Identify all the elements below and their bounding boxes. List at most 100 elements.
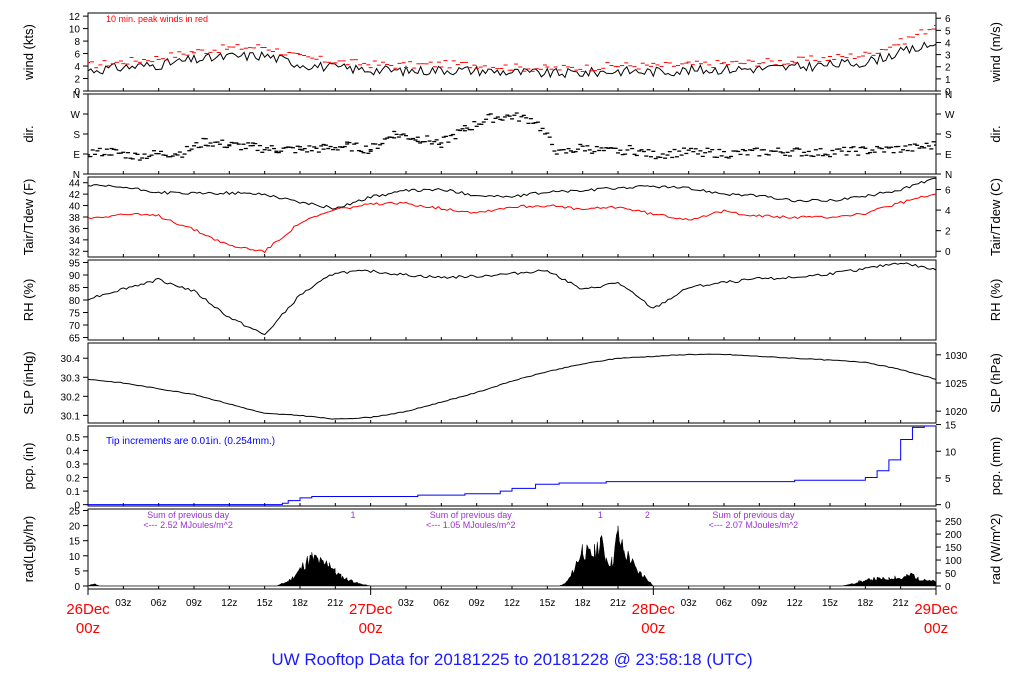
precip-ytick-right-label: 0 (945, 501, 951, 512)
pressure-ytick-label: 30.4 (61, 354, 81, 365)
wind-ytick-label: 10 (69, 25, 81, 36)
pressure-ytick-label: 30.2 (61, 392, 81, 403)
radiation-ytick-label: 5 (74, 567, 80, 578)
x-hour-label: 12z (787, 598, 803, 609)
temperature-air_temp-line (88, 177, 936, 210)
wind-ytick-right-label: 6 (945, 14, 951, 25)
x-day-label: 26Dec (66, 601, 110, 618)
wind-ytick-label: 6 (74, 50, 80, 61)
direction-ylabel: dir. (21, 125, 36, 142)
x-hour-label: 09z (751, 598, 767, 609)
x-hour-label: 21z (610, 598, 626, 609)
radiation-annotation: <--- 2.07 MJoules/m^2 (709, 520, 799, 530)
x-hour-label: 12z (504, 598, 520, 609)
temperature-ytick-right-label: 0 (945, 247, 951, 258)
precip-ylabel-right: pcp. (mm) (988, 437, 1003, 496)
direction-ytick-right-label: S (945, 130, 952, 141)
radiation-ytick-right-label: 0 (945, 582, 951, 593)
pressure-ytick-label: 30.1 (61, 411, 81, 422)
x-hour-label: 06z (151, 598, 167, 609)
radiation-annotation: 1 (598, 510, 603, 520)
wind-ytick-label: 12 (69, 12, 81, 23)
temperature-ylabel: Tair/Tdew (F) (21, 179, 36, 256)
wind-ylabel: wind (kts) (21, 24, 36, 81)
wind-ytick-right-label: 2 (945, 63, 951, 74)
x-hour-label: 21z (327, 598, 343, 609)
wind-ylabel-right: wind (m/s) (988, 22, 1003, 83)
precip-ytick-right-label: 5 (945, 474, 951, 485)
precip-ytick-label: 0.2 (66, 474, 80, 485)
direction-ytick-label: S (73, 130, 80, 141)
humidity-ytick-label: 85 (69, 284, 81, 295)
x-hour-label: 18z (292, 598, 308, 609)
temperature-ytick-right-label: 2 (945, 227, 951, 238)
direction-ytick-label: N (73, 170, 80, 181)
pressure-ytick-right-label: 1025 (945, 379, 968, 390)
x-hour-label: 18z (575, 598, 591, 609)
direction-ytick-label: W (71, 110, 81, 121)
direction-ylabel-right: dir. (988, 125, 1003, 142)
radiation-ytick-right-label: 200 (945, 530, 962, 541)
temperature-ytick-label: 44 (69, 179, 81, 190)
wind-ytick-label: 2 (74, 75, 80, 86)
radiation-area (88, 525, 936, 587)
x-day-label: 28Dec (632, 601, 676, 618)
x-hour-label: 03z (115, 598, 131, 609)
temperature-dew_point-line (88, 193, 936, 254)
radiation-annotation: 1 (350, 510, 355, 520)
x-day-hour-label: 00z (76, 620, 100, 637)
wind-ytick-label: 0 (74, 87, 80, 98)
direction-ytick-label: N (73, 90, 80, 101)
footer-title: UW Rooftop Data for 20181225 to 20181228… (271, 650, 753, 669)
x-day-hour-label: 00z (641, 620, 665, 637)
x-day-label: 29Dec (914, 601, 958, 618)
precip-ytick-right-label: 15 (945, 421, 957, 432)
wind-ytick-right-label: 1 (945, 75, 951, 86)
x-hour-label: 06z (433, 598, 449, 609)
radiation-ytick-right-label: 100 (945, 556, 962, 567)
direction-frame (87, 93, 937, 175)
radiation-ytick-label: 15 (69, 537, 81, 548)
temperature-ytick-label: 40 (69, 202, 81, 213)
temperature-ytick-label: 42 (69, 190, 81, 201)
wind-frame (87, 12, 937, 92)
precip-annotation: Tip increments are 0.01in. (0.254mm.) (106, 436, 275, 447)
radiation-ytick-right-label: 150 (945, 543, 962, 554)
radiation-annotation: Sum of previous day (147, 510, 230, 520)
radiation-ytick-right-label: 50 (945, 569, 957, 580)
humidity-ytick-label: 80 (69, 296, 81, 307)
wind-ytick-right-label: 5 (945, 26, 951, 37)
pressure-ytick-right-label: 1020 (945, 407, 968, 418)
wind-ytick-label: 4 (74, 62, 80, 73)
direction-ytick-label: E (73, 150, 80, 161)
x-hour-label: 18z (857, 598, 873, 609)
precip-ytick-label: 0.4 (66, 446, 80, 457)
pressure-ytick-label: 30.3 (61, 373, 81, 384)
wind-ytick-right-label: 4 (945, 38, 951, 49)
radiation-ylabel: rad(Lgly/hr) (21, 516, 36, 582)
radiation-ytick-label: 10 (69, 552, 81, 563)
x-hour-label: 21z (893, 598, 909, 609)
humidity-ytick-label: 70 (69, 321, 81, 332)
direction-ytick-right-label: W (945, 110, 955, 121)
humidity-frame (87, 259, 937, 341)
x-day-label: 27Dec (349, 601, 393, 618)
x-hour-label: 15z (539, 598, 555, 609)
x-hour-label: 09z (469, 598, 485, 609)
radiation-annotation: Sum of previous day (712, 510, 795, 520)
temperature-ytick-label: 32 (69, 247, 81, 258)
pressure-slp-line (88, 353, 936, 420)
x-hour-label: 09z (186, 598, 202, 609)
pressure-ylabel-right: SLP (hPa) (988, 353, 1003, 413)
radiation-annotation: <--- 2.52 MJoules/m^2 (143, 520, 233, 530)
x-hour-label: 03z (681, 598, 697, 609)
x-hour-label: 15z (822, 598, 838, 609)
precip-ytick-label: 0.5 (66, 433, 80, 444)
x-day-hour-label: 00z (924, 620, 948, 637)
wind-annotation: 10 min. peak winds in red (106, 14, 208, 24)
precip-ylabel: pcp. (in) (21, 443, 36, 490)
humidity-ylabel-right: RH (%) (988, 279, 1003, 322)
precip-ytick-label: 0 (74, 501, 80, 512)
